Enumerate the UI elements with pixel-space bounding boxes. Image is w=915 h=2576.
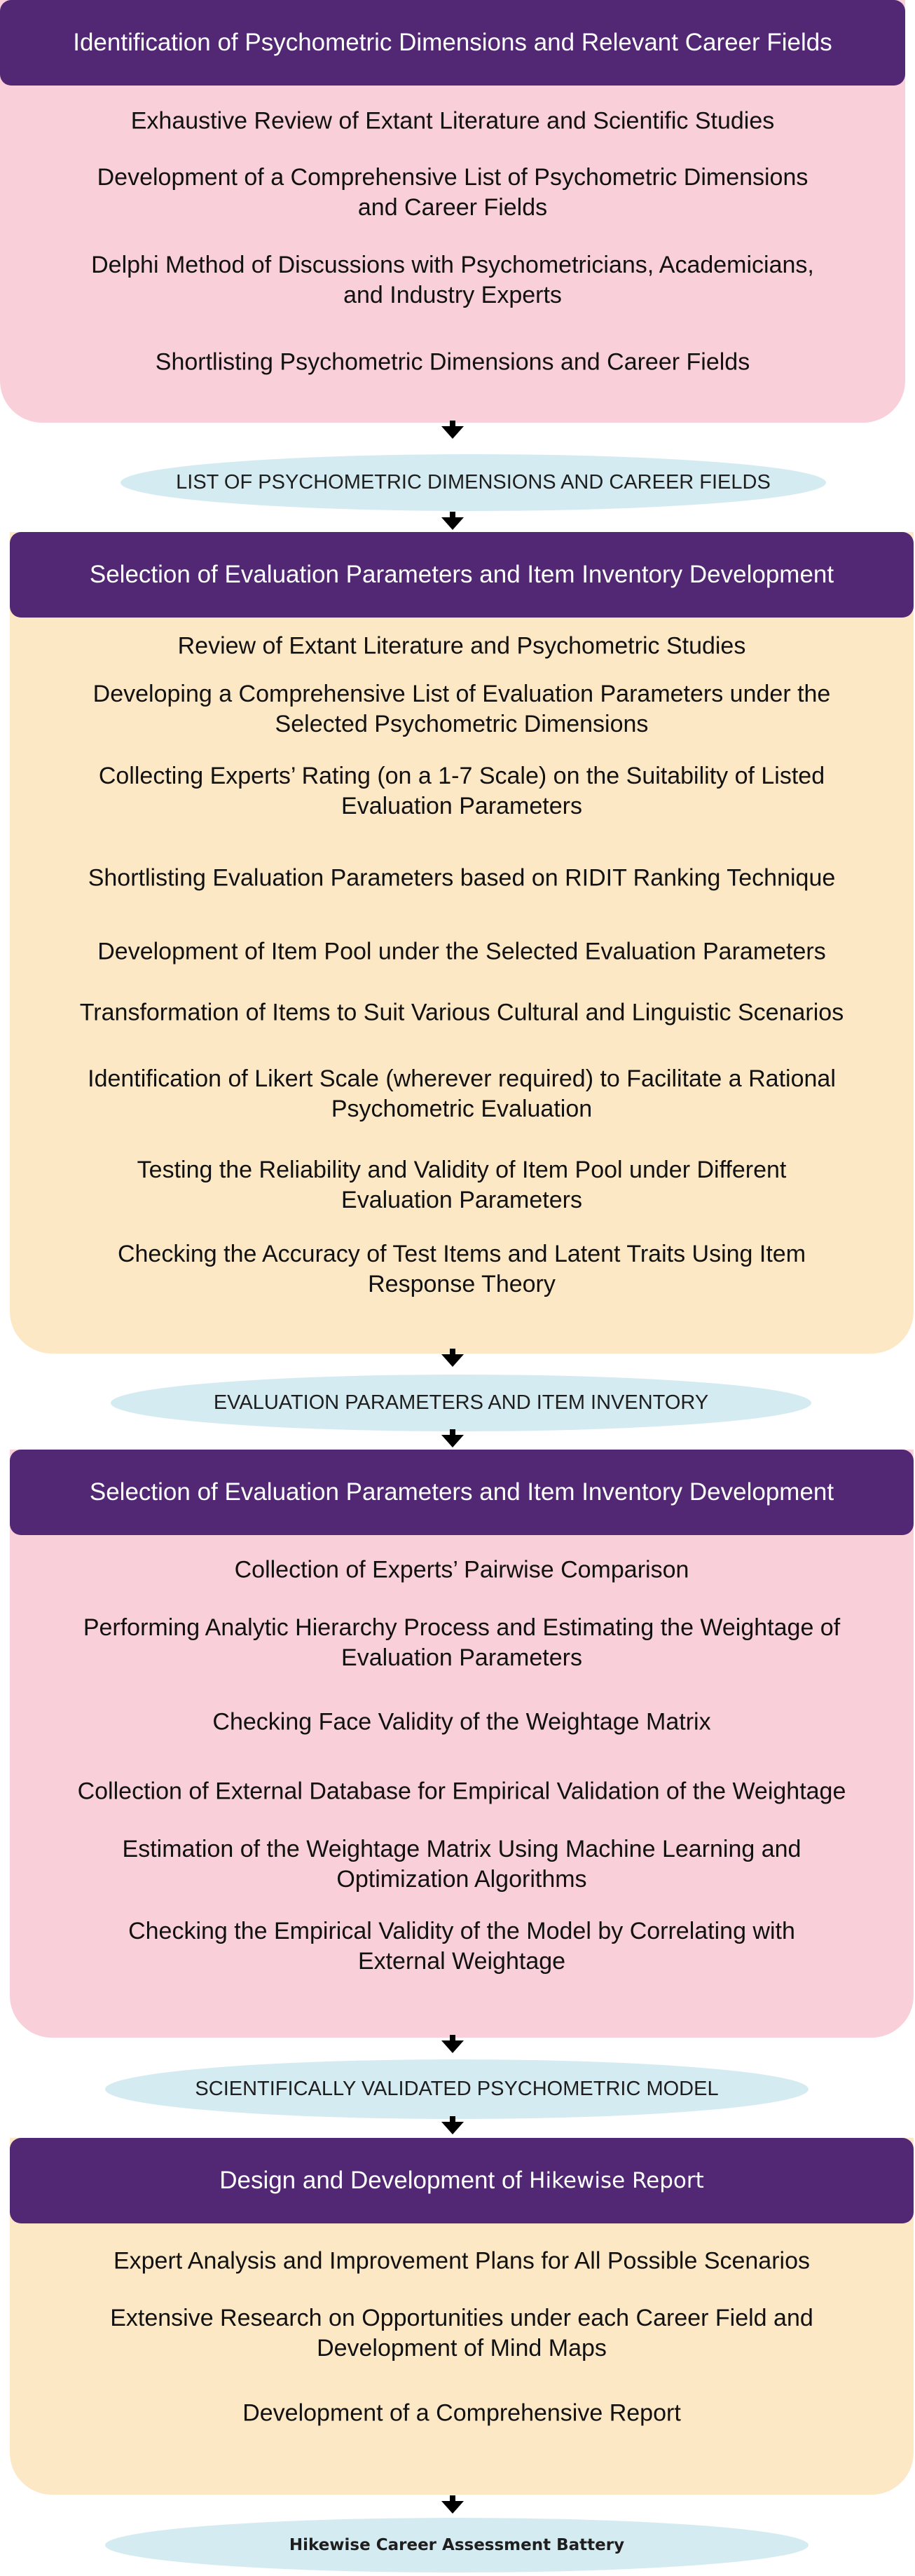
stage-4-step: Expert Analysis and Improvement Plans fo… <box>113 2247 811 2275</box>
stage-3-step: Performing Analytic Hierarchy Process an… <box>83 1614 841 1671</box>
stage-2-step: Collecting Experts’ Rating (on a 1-7 Sca… <box>98 763 825 819</box>
stage-2-title-text: Selection of Evaluation Parameters and I… <box>89 561 834 588</box>
stage-2-step: Identification of Likert Scale (wherever… <box>88 1065 836 1122</box>
down-arrow-icon <box>441 1349 464 1367</box>
output-3-ellipse: SCIENTIFICALLY VALIDATED PSYCHOMETRIC MO… <box>105 2059 809 2119</box>
down-arrow-icon <box>441 2116 464 2134</box>
stage-3-title-text: Selection of Evaluation Parameters and I… <box>89 1478 834 1506</box>
stage-3-box: Selection of Evaluation Parameters and I… <box>10 1450 914 2038</box>
stage-4-title-prefix: Design and Development of <box>219 2167 523 2194</box>
stage-2-step: Developing a Comprehensive List of Evalu… <box>92 681 831 737</box>
output-4-ellipse: Hikewise Career Assessment Battery <box>105 2518 809 2572</box>
stage-1-box: Identification of Psychometric Dimension… <box>0 0 905 423</box>
stage-3-step: Collection of External Database for Empi… <box>77 1778 846 1805</box>
stage-2-step: Review of Extant Literature and Psychome… <box>177 632 746 660</box>
stage-4-title-brand: Hikewise Report <box>529 2168 704 2193</box>
stage-1-step: Exhaustive Review of Extant Literature a… <box>130 107 775 135</box>
output-3-label: SCIENTIFICALLY VALIDATED PSYCHOMETRIC MO… <box>195 2078 719 2100</box>
output-4-label: Hikewise Career Assessment Battery <box>289 2536 625 2554</box>
down-arrow-icon <box>441 512 464 530</box>
stage-2-step: Testing the Reliability and Validity of … <box>137 1157 787 1213</box>
down-arrow-icon <box>441 421 464 439</box>
down-arrow-icon <box>441 1429 464 1447</box>
stage-3-step: Checking the Empirical Validity of the M… <box>128 1918 795 1975</box>
stage-2-step: Development of Item Pool under the Selec… <box>97 938 826 965</box>
stage-1-step: Delphi Method of Discussions with Psycho… <box>91 252 814 308</box>
stage-3-step: Checking Face Validity of the Weightage … <box>212 1708 711 1736</box>
output-2-ellipse: EVALUATION PARAMETERS AND ITEM INVENTORY <box>111 1375 811 1431</box>
stage-4-box: Design and Development of Hikewise Repor… <box>10 2138 914 2495</box>
stage-1-title-text: Identification of Psychometric Dimension… <box>73 29 832 56</box>
stage-2-step: Shortlisting Evaluation Parameters based… <box>88 864 836 892</box>
stage-4-step: Extensive Research on Opportunities unde… <box>110 2305 813 2362</box>
stage-1-title: Identification of Psychometric Dimension… <box>0 0 905 86</box>
stage-2-step: Transformation of Items to Suit Various … <box>79 999 844 1026</box>
stage-2-step: Checking the Accuracy of Test Items and … <box>117 1241 806 1297</box>
stage-3-step: Estimation of the Weightage Matrix Using… <box>122 1836 802 1893</box>
stage-3-title: Selection of Evaluation Parameters and I… <box>10 1450 914 1535</box>
down-arrow-icon <box>441 2035 464 2053</box>
output-1-label: LIST OF PSYCHOMETRIC DIMENSIONS AND CARE… <box>176 471 771 493</box>
stage-1-step: Shortlisting Psychometric Dimensions and… <box>155 348 750 376</box>
stage-1-step: Development of a Comprehensive List of P… <box>97 164 809 221</box>
stage-4-step: Development of a Comprehensive Report <box>242 2399 681 2427</box>
stage-2-title: Selection of Evaluation Parameters and I… <box>10 532 914 618</box>
output-1-ellipse: LIST OF PSYCHOMETRIC DIMENSIONS AND CARE… <box>121 454 826 511</box>
stage-3-step: Collection of Experts’ Pairwise Comparis… <box>234 1556 689 1583</box>
down-arrow-icon <box>441 2495 464 2514</box>
stage-4-title: Design and Development of Hikewise Repor… <box>10 2138 914 2223</box>
stage-2-box: Selection of Evaluation Parameters and I… <box>10 532 914 1354</box>
output-2-label: EVALUATION PARAMETERS AND ITEM INVENTORY <box>213 1391 709 1414</box>
